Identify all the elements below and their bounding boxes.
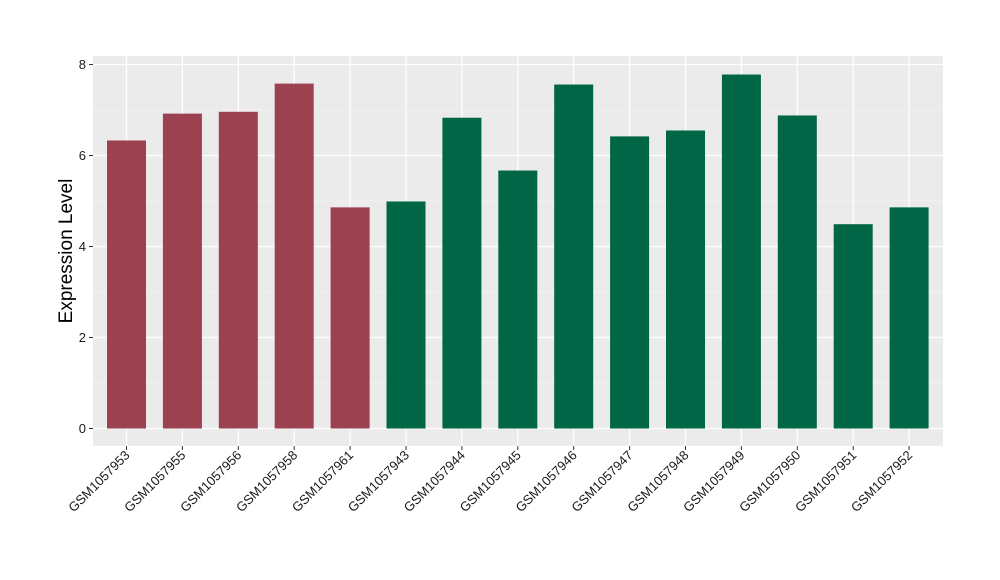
bar xyxy=(721,74,761,429)
y-tick-label: 4 xyxy=(79,239,86,254)
bars xyxy=(107,74,929,429)
bar xyxy=(107,140,146,429)
bar xyxy=(833,224,873,429)
bar xyxy=(777,115,817,429)
bar xyxy=(666,130,705,429)
y-tick-label: 8 xyxy=(79,57,86,72)
bar xyxy=(442,117,482,429)
bar xyxy=(386,201,426,429)
bar xyxy=(889,207,929,429)
bar xyxy=(330,207,370,429)
bar xyxy=(610,136,650,429)
y-axis: 0 2 4 6 8 xyxy=(79,57,93,436)
y-tick-label: 2 xyxy=(79,330,86,345)
bar xyxy=(218,111,258,429)
bar xyxy=(274,83,314,429)
x-axis: GSM1057953GSM1057955GSM1057956GSM1057958… xyxy=(65,446,915,515)
bar xyxy=(554,84,594,429)
bar xyxy=(162,113,202,429)
y-axis-title: Expression Level xyxy=(56,179,77,324)
y-tick-label: 0 xyxy=(79,421,86,436)
y-tick-label: 6 xyxy=(79,148,86,163)
bar xyxy=(498,170,538,429)
